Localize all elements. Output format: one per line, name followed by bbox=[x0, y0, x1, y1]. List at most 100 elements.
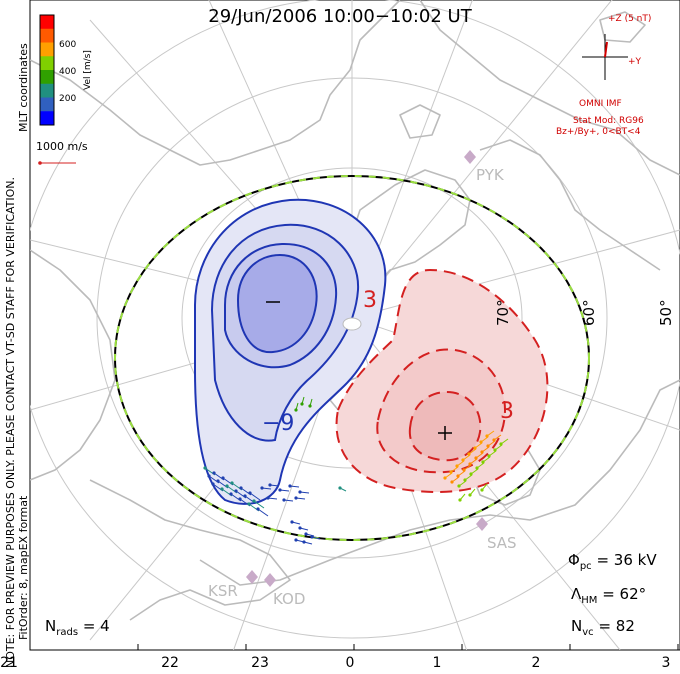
velocity-vector-dot bbox=[467, 452, 471, 456]
stat-n-vc: Nvc = 82 bbox=[571, 617, 635, 638]
imf-clock bbox=[582, 34, 628, 80]
velocity-vector-dot bbox=[461, 458, 465, 462]
velocity-vector-dot bbox=[468, 462, 472, 466]
velocity-vector-dot bbox=[298, 526, 302, 530]
positive-potential-cell bbox=[335, 268, 549, 493]
velocity-vector-dot bbox=[480, 450, 484, 454]
coordinates-label: MLT coordinates bbox=[17, 43, 30, 132]
velocity-vector-dot bbox=[234, 489, 238, 493]
imf-z-label: +Z (5 nT) bbox=[608, 14, 652, 24]
velocity-vector-dot bbox=[468, 493, 472, 497]
station-marker-sas bbox=[476, 517, 488, 531]
colorbar-frame bbox=[39, 14, 55, 126]
velocity-vector-dot bbox=[479, 440, 483, 444]
velocity-vector-dot bbox=[203, 466, 207, 470]
velocity-vector bbox=[257, 508, 269, 517]
stat-phi-value: = 36 kV bbox=[596, 551, 657, 569]
velocity-vector-dot bbox=[230, 481, 234, 485]
mlt-tick-3: 3 bbox=[661, 655, 671, 671]
velocity-vector-dot bbox=[252, 499, 256, 503]
velocity-vector-dot bbox=[486, 444, 490, 448]
velocity-vector-dot bbox=[473, 446, 477, 450]
velocity-vector-dot bbox=[485, 434, 489, 438]
station-label-ksr: KSR bbox=[208, 582, 238, 600]
imf-y-label: +Y bbox=[628, 57, 642, 67]
colorbar-label: Vel [m/s] bbox=[83, 50, 93, 90]
stat-nvc-symbol: N bbox=[571, 617, 583, 635]
velocity-vector bbox=[253, 500, 265, 509]
lat-label-60: 60° bbox=[580, 299, 598, 326]
colorbar-tick-400: 400 bbox=[59, 67, 76, 77]
imf-vector bbox=[604, 41, 608, 58]
velocity-vector-dot bbox=[493, 448, 497, 452]
colorbar-segment bbox=[40, 56, 54, 71]
velocity-vector-dot bbox=[487, 454, 491, 458]
velocity-vector-dot bbox=[243, 494, 247, 498]
mlt-tick-1: 1 bbox=[432, 655, 442, 671]
velocity-vector-dot bbox=[480, 488, 484, 492]
velocity-vector-dot bbox=[282, 498, 286, 502]
velocity-vector-dot bbox=[225, 484, 229, 488]
velocity-vector-dot bbox=[278, 488, 282, 492]
velocity-vector-dot bbox=[492, 438, 496, 442]
colorbar-segment bbox=[40, 28, 54, 43]
mlt-tick-0: 0 bbox=[345, 655, 355, 671]
coastline-alaska bbox=[89, 479, 291, 621]
station-marker-ksr bbox=[246, 570, 258, 584]
lat-label-70: 70° bbox=[494, 299, 512, 326]
velocity-vector-dot bbox=[475, 466, 479, 470]
velocity-vector-dot bbox=[216, 479, 220, 483]
velocity-vector-dot bbox=[298, 490, 302, 494]
stat-nrads-value: = 4 bbox=[82, 617, 110, 635]
station-label-kod: KOD bbox=[273, 590, 305, 608]
negative-potential-cell bbox=[194, 198, 387, 505]
imf-condition: Bz+/By+, 0<BT<4 bbox=[556, 127, 641, 137]
contour-label-positive: 3 bbox=[363, 288, 377, 313]
map-title: 29/Jun/2006 10:00−10:02 UT bbox=[208, 6, 472, 27]
velocity-vector-dot bbox=[239, 486, 243, 490]
station-label-pyk: PYK bbox=[476, 166, 505, 184]
stat-n-rads: Nrads = 4 bbox=[45, 617, 110, 638]
colorbar-tick-200: 200 bbox=[59, 94, 76, 104]
stat-lambda-symbol: Λ bbox=[571, 585, 582, 603]
plot-frame bbox=[29, 0, 680, 651]
velocity-vector-dot bbox=[290, 520, 294, 524]
coastline-siberia bbox=[30, 0, 401, 166]
velocity-vector-dot bbox=[462, 468, 466, 472]
coastline-iceland bbox=[599, 11, 646, 43]
velocity-vector-dot bbox=[256, 507, 260, 511]
velocity-vector-dot bbox=[338, 486, 342, 490]
velocity-vector-dot bbox=[499, 442, 503, 446]
preview-note: NOTE: FOR PREVIEW PURPOSES ONLY. PLEASE … bbox=[4, 176, 17, 668]
colorbar-segment bbox=[40, 97, 54, 112]
hm-boundary-dash bbox=[114, 175, 590, 541]
lat-label-50: 50° bbox=[657, 299, 675, 326]
velocity-vector-dot bbox=[455, 464, 459, 468]
velocity-vector-dot bbox=[310, 535, 314, 539]
velocity-vector-dot bbox=[221, 476, 225, 480]
velocity-vector-dot bbox=[247, 502, 251, 506]
velocity-vector-dot bbox=[481, 460, 485, 464]
coastline-europe bbox=[419, 0, 680, 176]
velocity-vector-dot bbox=[238, 497, 242, 501]
colorbar-segment bbox=[40, 111, 54, 126]
velocity-vector-dot bbox=[463, 478, 467, 482]
mlt-axis-ticks bbox=[29, 644, 679, 650]
velocity-scale-label: 1000 m/s bbox=[36, 140, 88, 153]
stat-nrads-sub: rads bbox=[56, 627, 79, 638]
velocity-vector-dot bbox=[458, 498, 462, 502]
colorbar-segment bbox=[40, 42, 54, 57]
velocity-vector-dot bbox=[469, 472, 473, 476]
potential-max-marker bbox=[438, 426, 452, 440]
velocity-vector bbox=[249, 492, 261, 501]
velocity-vector-dot bbox=[456, 474, 460, 478]
mlt-tick-22: 22 bbox=[161, 655, 179, 671]
velocity-vector-dot bbox=[449, 470, 453, 474]
imf-model: Stat Mod: RG96 bbox=[573, 116, 644, 126]
velocity-vector-dot bbox=[294, 496, 298, 500]
velocity-colorbar bbox=[40, 15, 54, 126]
velocity-vector-dot bbox=[294, 538, 298, 542]
velocity-vector-dot bbox=[294, 408, 298, 412]
velocity-vectors bbox=[203, 396, 509, 545]
